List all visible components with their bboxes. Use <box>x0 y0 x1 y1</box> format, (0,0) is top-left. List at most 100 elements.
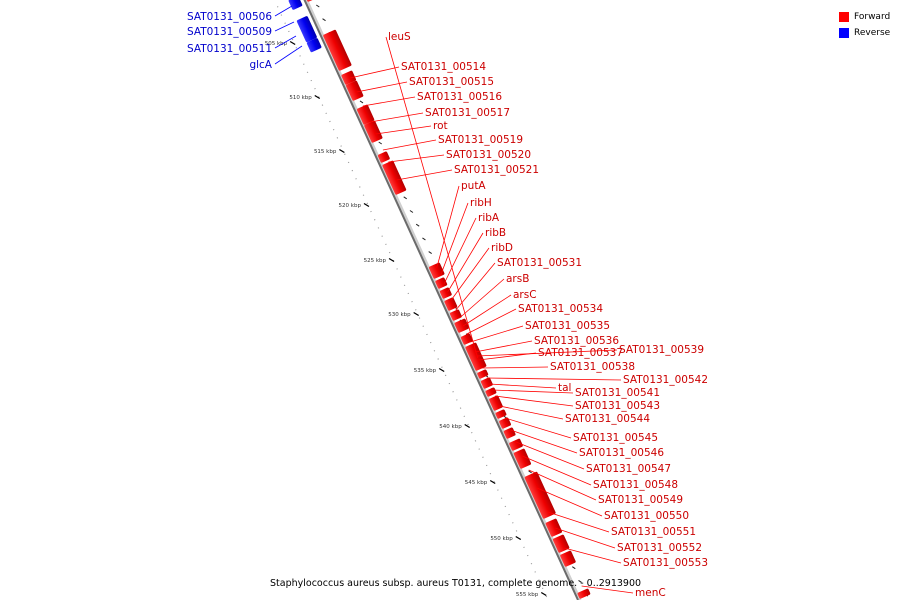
forward-label-leader <box>510 429 578 454</box>
forward-label-leader <box>547 511 610 533</box>
ruler-tick <box>314 94 321 100</box>
ruler-tick <box>540 591 547 597</box>
forward-label-leader <box>455 262 496 311</box>
ruler-tick <box>489 479 496 485</box>
ruler-line <box>273 0 549 600</box>
forward-gene-label: SAT0131_00519 <box>438 134 523 146</box>
forward-gene-feature <box>341 70 357 85</box>
legend-label-forward: Forward <box>854 11 891 22</box>
forward-gene-feature <box>449 309 462 321</box>
forward-label-leader <box>370 112 424 123</box>
forward-gene-feature <box>382 160 407 195</box>
forward-gene-label: SAT0131_00538 <box>550 361 635 373</box>
forward-gene-feature <box>356 104 375 125</box>
forward-gene-label: SAT0131_00553 <box>623 557 708 569</box>
gene-box <box>524 471 556 519</box>
gene-box <box>323 29 352 71</box>
forward-gene-feature <box>477 369 489 379</box>
tick-label: 545 kbp <box>465 480 488 486</box>
forward-label-leader <box>581 585 634 594</box>
forward-label-leader <box>504 417 572 439</box>
reverse-gene-label: SAT0131_00511 <box>187 43 272 55</box>
forward-gene-label: ribH <box>470 197 492 209</box>
gene-box <box>346 80 364 101</box>
forward-gene-label: SAT0131_00546 <box>579 447 664 459</box>
forward-gene-feature <box>513 448 532 469</box>
forward-gene-label: SAT0131_00548 <box>593 479 678 491</box>
forward-label-leader <box>528 469 597 501</box>
gene-box <box>435 277 448 289</box>
forward-gene-label: SAT0131_00516 <box>417 91 502 103</box>
ruler-tick <box>289 40 296 46</box>
forward-gene-label: SAT0131_00537 <box>538 347 623 359</box>
reverse-gene-label: SAT0131_00509 <box>187 26 272 38</box>
forward-label-leader <box>470 325 524 343</box>
tick-label: 530 kbp <box>388 312 411 318</box>
forward-gene-label: SAT0131_00514 <box>401 61 486 73</box>
forward-gene-label: SAT0131_00547 <box>586 463 671 475</box>
forward-label-leader <box>443 217 477 285</box>
forward-gene-label: arsC <box>513 289 537 301</box>
forward-gene-label: SAT0131_00517 <box>425 107 510 119</box>
ruler-tick <box>339 148 345 154</box>
reverse-gene-feature <box>288 0 303 10</box>
forward-gene-label: SAT0131_00545 <box>573 432 658 444</box>
gene-box <box>449 309 462 321</box>
reverse-gene-label: SAT0131_00506 <box>187 11 272 23</box>
forward-gene-label: SAT0131_00543 <box>575 400 660 412</box>
gene-box <box>377 151 390 163</box>
legend-item-reverse: Reverse <box>839 25 890 40</box>
forward-gene-label: SAT0131_00534 <box>518 303 603 315</box>
forward-gene-label: ribA <box>478 212 500 224</box>
genome-caption: Staphylococcus aureus subsp. aureus T013… <box>270 578 642 589</box>
forward-label-leader <box>494 395 574 407</box>
gene-box <box>577 588 591 599</box>
forward-gene-label: ribB <box>485 227 506 239</box>
gene-box <box>480 377 493 389</box>
backbone-tick <box>422 237 426 241</box>
backbone-tick <box>503 415 507 419</box>
forward-gene-label: SAT0131_00542 <box>623 374 708 386</box>
forward-gene-feature <box>499 417 511 429</box>
legend-swatch-reverse <box>839 27 849 38</box>
forward-gene-label: SAT0131_00521 <box>454 164 539 176</box>
forward-gene-feature <box>435 277 448 289</box>
backbone-tick <box>415 223 420 227</box>
forward-gene-label: arsB <box>506 273 529 285</box>
forward-gene-label: menC <box>635 587 666 599</box>
forward-gene-feature <box>524 471 556 519</box>
forward-label-leader <box>482 366 549 369</box>
forward-gene-label: leuS <box>388 31 411 43</box>
forward-gene-label: SAT0131_00515 <box>409 76 494 88</box>
forward-label-leader <box>385 36 479 359</box>
forward-label-leader <box>515 441 585 470</box>
legend: Forward Reverse <box>839 9 890 41</box>
backbone-tick <box>378 141 383 145</box>
backbone-tick <box>409 210 414 213</box>
forward-label-leader <box>459 278 505 319</box>
forward-gene-label: SAT0131_00539 <box>619 344 704 356</box>
backbone-tick <box>322 18 326 22</box>
forward-gene-feature <box>444 297 458 311</box>
gene-box <box>444 297 458 311</box>
legend-item-forward: Forward <box>839 9 890 24</box>
forward-label-leader <box>450 247 490 301</box>
tick-label: 515 kbp <box>314 149 337 155</box>
gene-box <box>560 550 576 567</box>
reverse-gene-label: glcA <box>249 59 272 71</box>
forward-label-leader <box>536 487 603 517</box>
ruler-tick <box>413 311 419 317</box>
gene-box <box>341 70 357 85</box>
forward-gene-feature <box>577 588 591 599</box>
backbone-tick <box>578 579 582 583</box>
backbone-tick <box>572 566 576 570</box>
gene-box <box>460 333 473 345</box>
forward-gene-feature <box>545 518 562 537</box>
forward-label-leader <box>447 232 484 293</box>
forward-gene-label: SAT0131_00520 <box>446 149 531 161</box>
tick-label: 540 kbp <box>439 424 462 430</box>
forward-label-leader <box>474 340 533 353</box>
gene-box <box>288 0 303 10</box>
forward-gene-feature <box>480 377 493 389</box>
backbone-tick <box>316 4 320 8</box>
